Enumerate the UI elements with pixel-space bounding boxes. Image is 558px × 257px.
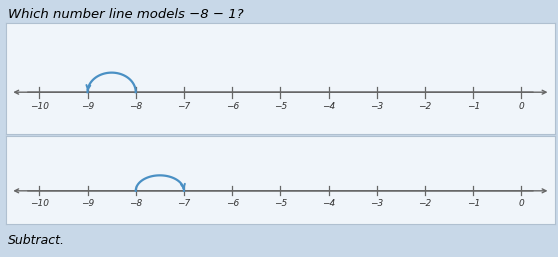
Text: −4: −4 [322, 102, 335, 111]
Text: −6: −6 [225, 102, 239, 111]
Text: −2: −2 [418, 102, 432, 111]
Text: 0: 0 [518, 199, 525, 208]
Text: −9: −9 [81, 199, 94, 208]
Text: Which number line models −8 − 1?: Which number line models −8 − 1? [8, 8, 244, 21]
Text: −8: −8 [129, 199, 142, 208]
Text: −1: −1 [466, 102, 480, 111]
Text: −5: −5 [274, 199, 287, 208]
Text: −7: −7 [177, 102, 191, 111]
Text: −9: −9 [81, 102, 94, 111]
Text: −1: −1 [466, 199, 480, 208]
Text: −3: −3 [370, 102, 383, 111]
Text: −8: −8 [129, 102, 142, 111]
Text: −5: −5 [274, 102, 287, 111]
Text: −4: −4 [322, 199, 335, 208]
Text: −10: −10 [30, 199, 49, 208]
Text: −6: −6 [225, 199, 239, 208]
Text: −3: −3 [370, 199, 383, 208]
Text: Subtract.: Subtract. [8, 234, 65, 247]
Text: 0: 0 [518, 102, 525, 111]
Text: −10: −10 [30, 102, 49, 111]
Text: −7: −7 [177, 199, 191, 208]
Text: −2: −2 [418, 199, 432, 208]
